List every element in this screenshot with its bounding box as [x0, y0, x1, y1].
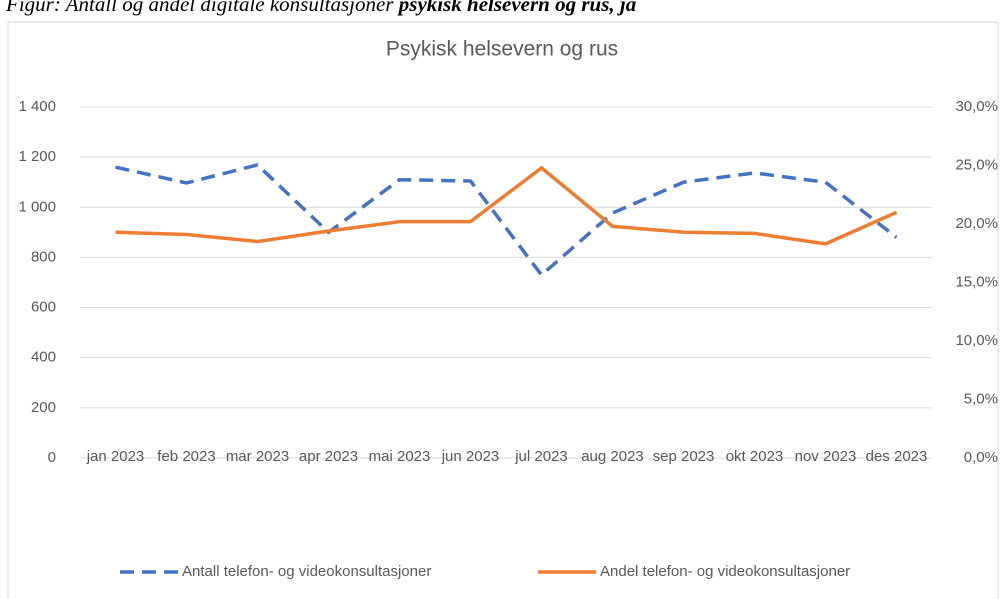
x-tick-label: sep 2023 — [652, 448, 715, 465]
x-tick-label: jun 2023 — [441, 448, 500, 465]
y-tick-label: 1 400 — [18, 98, 56, 115]
x-tick-label: mar 2023 — [225, 448, 290, 465]
legend-label: Antall telefon- og videokonsultasjoner — [182, 563, 431, 580]
x-tick-label: okt 2023 — [725, 448, 784, 465]
y-tick-label: 800 — [31, 248, 56, 265]
x-tick-label: mai 2023 — [368, 448, 431, 465]
y2-tick-label: 15,0% — [955, 273, 998, 290]
y-tick-label: 1 200 — [18, 148, 56, 165]
x-tick-label: apr 2023 — [298, 448, 359, 465]
caption-emphasis: psykisk helsevern og rus, ja — [397, 0, 636, 16]
y-tick-label: 600 — [31, 299, 56, 316]
chart-border — [7, 21, 999, 599]
x-tick-label: jul 2023 — [515, 448, 568, 465]
y-tick-label: 0 — [48, 449, 56, 466]
y-tick-label: 400 — [31, 349, 56, 366]
figure-caption: Figur: Antall og andel digitale konsulta… — [5, 0, 636, 16]
y2-tick-label: 5,0% — [964, 390, 998, 407]
y2-tick-label: 30,0% — [955, 98, 998, 115]
y-tick-label: 200 — [31, 399, 56, 416]
y2-tick-label: 10,0% — [955, 332, 998, 349]
chart-title: Psykisk helsevern og rus — [386, 38, 618, 61]
series-line — [115, 163, 898, 277]
x-tick-label: nov 2023 — [794, 448, 857, 465]
y-tick-label: 1 000 — [18, 198, 56, 215]
series-line — [115, 166, 898, 246]
legend-label: Andel telefon- og videokonsultasjoner — [600, 563, 850, 580]
y2-tick-label: 25,0% — [955, 156, 998, 173]
caption-text: Figur: Antall og andel digitale konsulta… — [5, 0, 399, 16]
x-tick-label: jan 2023 — [86, 448, 145, 465]
x-tick-label: aug 2023 — [581, 448, 644, 465]
x-tick-label: des 2023 — [865, 448, 928, 465]
y2-tick-label: 0,0% — [964, 449, 998, 466]
x-tick-label: feb 2023 — [157, 448, 216, 465]
y2-tick-label: 20,0% — [955, 215, 998, 232]
